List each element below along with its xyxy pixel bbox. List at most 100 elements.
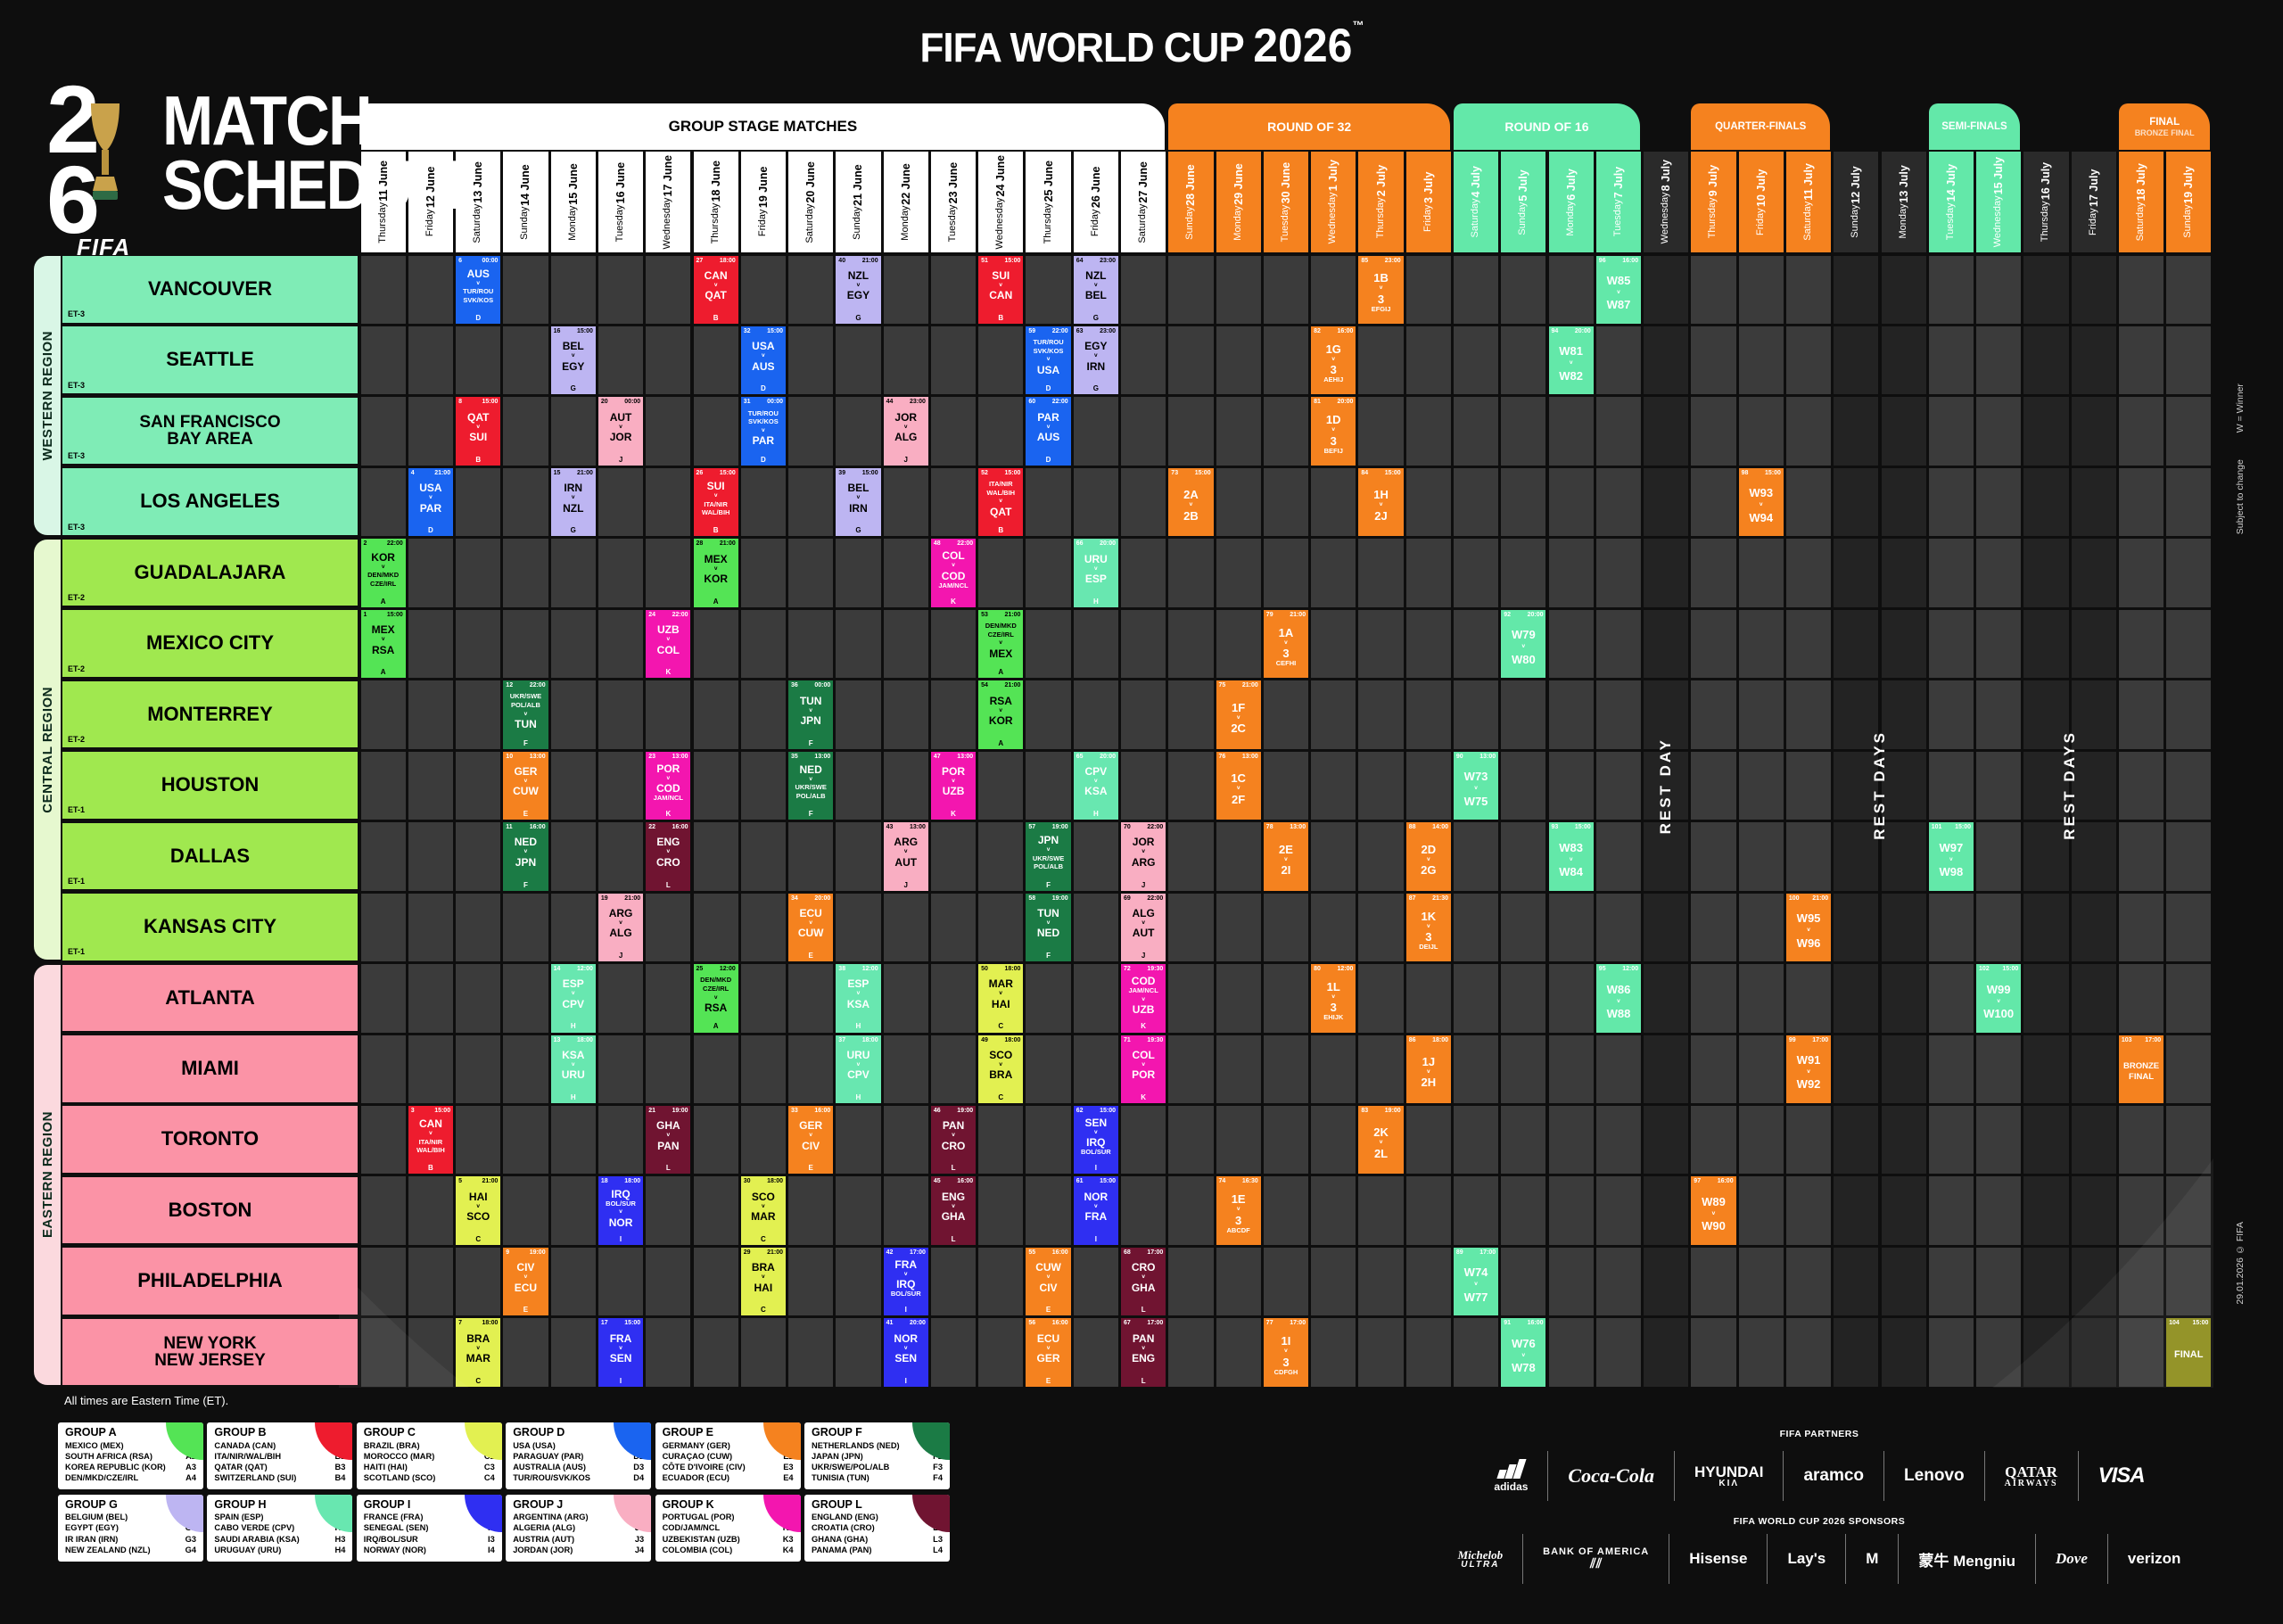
legend-group-name: GROUP D: [513, 1426, 565, 1439]
fifa-world-cup-26-logo: 2 6 FIFA: [46, 71, 153, 262]
group-letter: A: [380, 597, 386, 606]
grid-cell: [693, 326, 738, 395]
grid-cell: [2023, 609, 2069, 679]
day-date: 1 July: [1327, 160, 1340, 192]
legend-team-row: COLOMBIA (COL) K4: [662, 1545, 794, 1554]
legend-group-name: GROUP I: [363, 1497, 411, 1511]
match-number: 28: [696, 540, 704, 548]
copyright-note: 29.01.2026 © FIFA: [2235, 1222, 2246, 1356]
grid-cell: [1311, 1318, 1356, 1387]
grid-cell: [2118, 822, 2164, 891]
day-date: 13 June: [472, 161, 485, 203]
match-time: 19:00: [529, 1249, 546, 1256]
date-header-13: Wednesday 24 June: [978, 152, 1024, 252]
match-number: 52: [981, 469, 988, 476]
grid-cell: [598, 1247, 644, 1316]
match-76: 76 13:00 1C v 2F: [1216, 751, 1261, 820]
grid-cell: [1738, 893, 1784, 962]
grid-cell: [1548, 680, 1594, 749]
group-letter: J: [903, 880, 908, 889]
day-date: 24 June: [994, 154, 1008, 197]
match-number: 54: [981, 682, 988, 689]
day-date: 19 July: [2182, 166, 2196, 204]
grid-cell: [408, 751, 454, 820]
match-time: 13:00: [529, 753, 546, 760]
rest-label-text: REST DAYS: [1871, 730, 1888, 841]
legend-team-row: PARAGUAY (PAR)D2: [513, 1451, 644, 1461]
match-time: 18:00: [576, 1036, 593, 1043]
grid-cell: [788, 1318, 834, 1387]
grid-cell: [1263, 1247, 1309, 1316]
grid-cell: [1026, 1105, 1071, 1175]
grid-cell: [1881, 397, 1926, 466]
date-header-7: Thursday 18 June: [693, 152, 738, 252]
city-kansas-city: KANSAS CITY ET-1: [62, 894, 358, 960]
match-time: 22:00: [672, 611, 688, 618]
date-header-14: Thursday 25 June: [1026, 152, 1071, 252]
match-101: 101 15:00 W97 v W98: [1928, 822, 1974, 891]
grid-cell: [1595, 1105, 1642, 1175]
grid-cell: [693, 1176, 738, 1245]
match-number: 27: [696, 257, 704, 264]
grid-cell: [1548, 751, 1594, 820]
grid-cell: [1738, 609, 1784, 679]
day-name: Sunday: [519, 206, 531, 240]
grid-cell: [1358, 1247, 1404, 1316]
grid-cell: [883, 539, 928, 607]
match-86: 86 18:00 1J v 2H: [1405, 1035, 1451, 1103]
grid-cell: [1501, 255, 1546, 324]
grid-cell: [1311, 255, 1356, 324]
grid-cell: [740, 751, 786, 820]
match-102: 102 15:00 W99 v W100: [1976, 964, 2022, 1033]
region-eastern-region: EASTERN REGION: [34, 964, 61, 1386]
grid-cell: [1121, 1176, 1166, 1245]
grid-cell: [1405, 1247, 1451, 1316]
day-date: 26 June: [1089, 167, 1102, 209]
grid-cell: [930, 1247, 977, 1316]
day-name: Sunday: [1517, 202, 1529, 235]
grid-cell: [1501, 1176, 1546, 1245]
match-35: 35 13:00 NED v UKR/SWE POL/ALB F: [788, 751, 834, 820]
match-48: 48 22:00 COL v COD JAM/NCL K: [930, 539, 977, 607]
match-26: 26 15:00 SUI v ITA/NIR WAL/BIH B: [693, 467, 738, 537]
match-number: 102: [1979, 966, 1990, 972]
grid-cell: [1263, 964, 1309, 1033]
city-guadalajara: GUADALAJARA ET-2: [62, 539, 358, 606]
match-4: 4 21:00 USA v PAR D: [408, 467, 454, 537]
match-78: 78 13:00 2E v 2I: [1263, 822, 1309, 891]
grid-cell: [1881, 1318, 1926, 1387]
grid-cell: [2118, 255, 2164, 324]
grid-cell: [1976, 1247, 2022, 1316]
day-date: 27 June: [1137, 161, 1150, 203]
grid-cell: [740, 467, 786, 537]
legend-team-row: NORWAY (NOR) I4: [363, 1545, 495, 1554]
grid-cell: [2071, 467, 2116, 537]
match-99: 99 17:00 W91 v W92: [1785, 1035, 1832, 1103]
grid-cell: [1738, 822, 1784, 891]
group-letter: B: [998, 526, 1004, 535]
match-time: 15:00: [767, 327, 783, 334]
section-label: ROUND OF 16: [1504, 120, 1589, 134]
sponsor-logo-lay-s: Lay's: [1767, 1534, 1845, 1584]
grid-cell: [360, 893, 406, 962]
match-104: 104 15:00 FINAL: [2166, 1318, 2212, 1387]
match-number: 56: [1028, 1320, 1036, 1327]
grid-cell: [1976, 822, 2022, 891]
match-number: 59: [1028, 327, 1036, 334]
city-name: KANSAS CITY: [143, 915, 277, 938]
match-time: 15:00: [624, 1320, 641, 1327]
day-date: 6 July: [1564, 168, 1578, 201]
grid-cell: [1168, 964, 1214, 1033]
region-label: EASTERN REGION: [39, 1111, 55, 1239]
match-time: 16:00: [814, 1107, 831, 1114]
match-time: 22:00: [1051, 399, 1068, 406]
day-name: Thursday: [1374, 197, 1386, 239]
group-letter: J: [903, 455, 908, 464]
grid-cell: [693, 680, 738, 749]
grid-cell: [1026, 255, 1071, 324]
match-number: 46: [933, 1107, 941, 1114]
legend-team-row: CABO VERDE (CPV)H2: [214, 1523, 345, 1533]
match-time: 22:00: [529, 682, 546, 689]
match-6: 6 00:00 AUS v TUR/ROU SVK/KOS D: [456, 255, 501, 324]
city-miami: MIAMI: [62, 1035, 358, 1102]
